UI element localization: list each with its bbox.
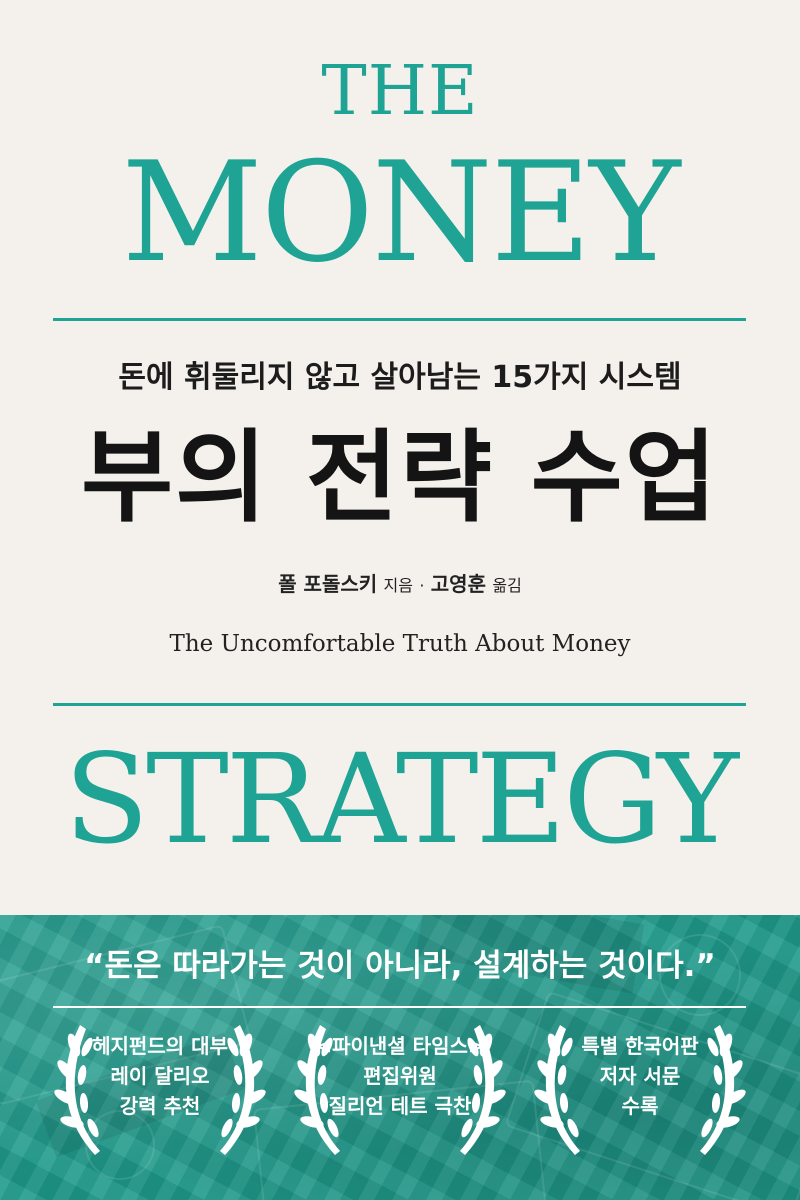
endorsement-line: 편집위원 bbox=[363, 1064, 437, 1088]
endorsement-band: “돈은 따라가는 것이 아니라, 설계하는 것이다.” bbox=[0, 915, 800, 1200]
endorsement-badge: <파이낸셜 타임스> 편집위원 질리언 테트 극찬 bbox=[280, 1015, 520, 1175]
endorsement-badge: 헤지펀드의 대부 레이 달리오 강력 추천 bbox=[40, 1015, 280, 1175]
endorsement-line: 저자 서문 bbox=[599, 1064, 681, 1088]
title-the: THE bbox=[321, 52, 479, 131]
korean-subtitle: 돈에 휘둘리지 않고 살아남는 15가지 시스템 bbox=[118, 360, 682, 395]
author-name: 폴 포돌스키 bbox=[278, 572, 378, 596]
credit-separator: · bbox=[419, 576, 425, 595]
translator-name: 고영훈 bbox=[430, 572, 486, 596]
headline-quote: “돈은 따라가는 것이 아니라, 설계하는 것이다.” bbox=[84, 948, 716, 984]
money-texture bbox=[0, 915, 800, 1200]
laurel-wreath-icon bbox=[54, 1025, 266, 1155]
title-money: MONEY bbox=[121, 132, 680, 293]
endorsement-badge: 특별 한국어판 저자 서문 수록 bbox=[520, 1015, 760, 1175]
endorsement-text: 특별 한국어판 저자 서문 수록 bbox=[550, 1031, 730, 1121]
title-strategy: STRATEGY bbox=[64, 728, 739, 872]
endorsement-line: <파이낸셜 타임스> bbox=[315, 1034, 485, 1058]
endorsement-line: 수록 bbox=[621, 1094, 659, 1118]
endorsement-line: 질리언 테트 극찬 bbox=[328, 1094, 472, 1118]
endorsement-text: <파이낸셜 타임스> 편집위원 질리언 테트 극찬 bbox=[310, 1031, 490, 1121]
endorsement-line: 레이 달리오 bbox=[110, 1064, 210, 1088]
author-role: 지음 bbox=[383, 576, 413, 595]
endorsement-line: 강력 추천 bbox=[119, 1094, 201, 1118]
translator-role: 옮김 bbox=[492, 576, 522, 595]
english-subtitle: The Uncomfortable Truth About Money bbox=[169, 631, 631, 657]
middle-divider bbox=[53, 703, 746, 706]
endorsement-text: 헤지펀드의 대부 레이 달리오 강력 추천 bbox=[70, 1031, 250, 1121]
korean-main-title: 부의 전략 수업 bbox=[81, 419, 719, 536]
top-divider bbox=[53, 318, 746, 321]
laurel-wreath-icon bbox=[534, 1025, 746, 1155]
endorsement-line: 헤지펀드의 대부 bbox=[92, 1034, 228, 1058]
laurel-wreath-icon bbox=[294, 1025, 506, 1155]
band-divider bbox=[53, 1006, 746, 1008]
endorsement-line: 특별 한국어판 bbox=[581, 1034, 699, 1058]
author-line: 폴 포돌스키 지음 · 고영훈 옮김 bbox=[0, 570, 800, 600]
